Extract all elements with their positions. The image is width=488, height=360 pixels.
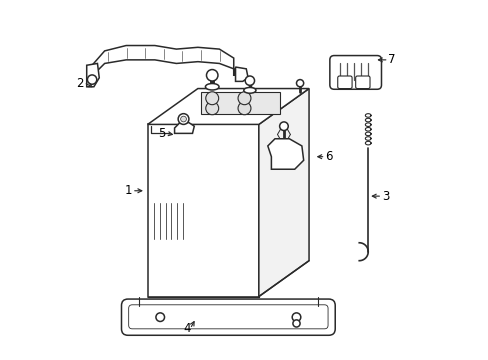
Circle shape — [296, 80, 303, 87]
Polygon shape — [86, 63, 99, 87]
Text: 6: 6 — [325, 150, 332, 163]
Circle shape — [87, 75, 97, 84]
Polygon shape — [92, 45, 233, 76]
FancyBboxPatch shape — [128, 305, 327, 329]
Text: 3: 3 — [382, 190, 389, 203]
Polygon shape — [267, 139, 303, 169]
Circle shape — [180, 116, 186, 122]
Polygon shape — [258, 89, 308, 297]
FancyBboxPatch shape — [355, 76, 369, 89]
Circle shape — [156, 313, 164, 321]
Text: 2: 2 — [76, 77, 84, 90]
Circle shape — [205, 92, 218, 105]
Text: 7: 7 — [387, 53, 394, 66]
Polygon shape — [147, 89, 308, 125]
Circle shape — [238, 102, 250, 115]
Ellipse shape — [205, 84, 219, 90]
Text: 4: 4 — [183, 322, 190, 335]
Text: 1: 1 — [124, 184, 131, 197]
Circle shape — [292, 320, 300, 327]
Circle shape — [238, 92, 250, 105]
Text: 5: 5 — [158, 127, 165, 140]
FancyBboxPatch shape — [337, 76, 351, 89]
Circle shape — [279, 122, 287, 131]
Circle shape — [178, 114, 188, 125]
Polygon shape — [201, 92, 280, 114]
Circle shape — [206, 69, 218, 81]
FancyBboxPatch shape — [121, 299, 335, 335]
Circle shape — [292, 313, 300, 321]
Circle shape — [244, 76, 254, 85]
Polygon shape — [174, 123, 194, 134]
Polygon shape — [147, 125, 258, 297]
Circle shape — [205, 102, 218, 115]
Polygon shape — [235, 67, 247, 81]
Ellipse shape — [244, 87, 255, 93]
FancyBboxPatch shape — [329, 55, 381, 89]
